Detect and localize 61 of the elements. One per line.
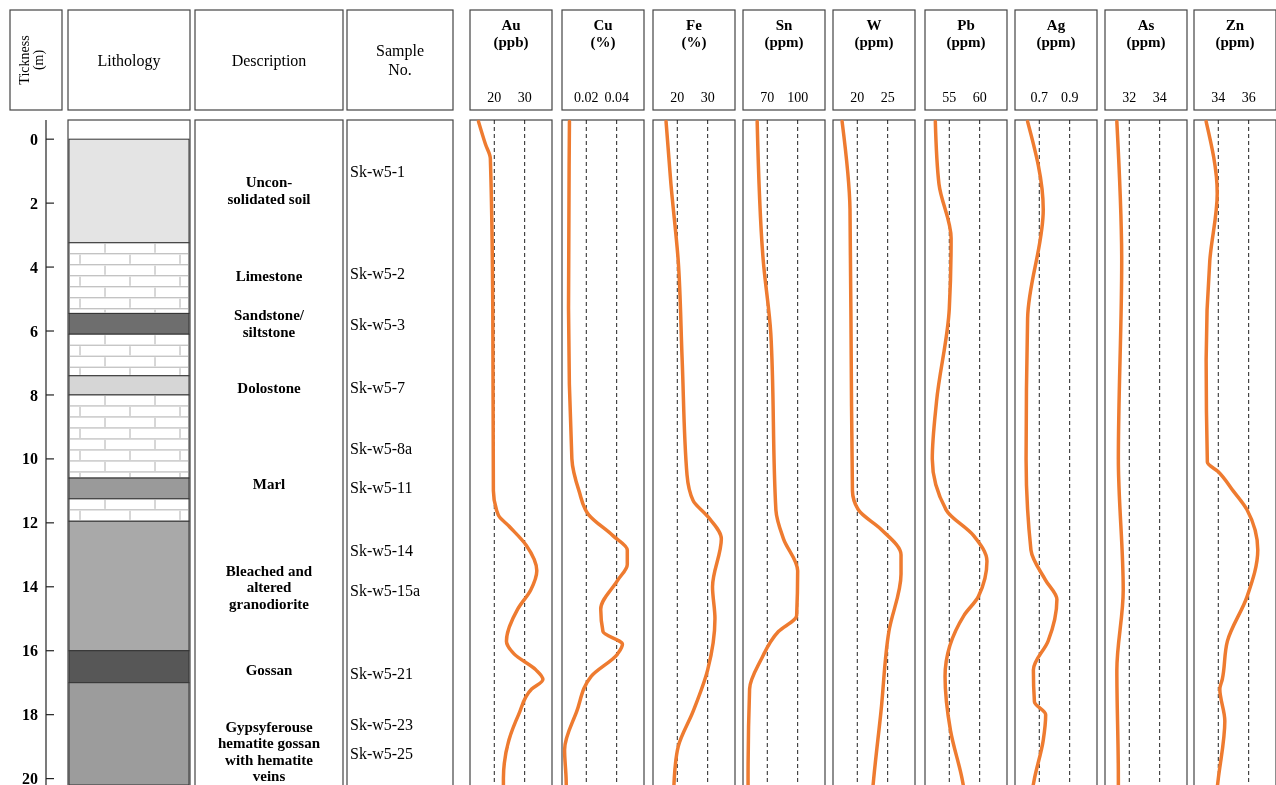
annotation: Bleached and altered granodiorite bbox=[225, 562, 313, 612]
annotation: Gypsyferouse hematite gossan with hematite veins bbox=[217, 718, 321, 784]
x-tick-label: 30 bbox=[700, 90, 715, 105]
chart-title: As (ppm) bbox=[1126, 17, 1166, 51]
y-tick-label: 10 bbox=[22, 450, 38, 468]
annotation: Gossan bbox=[245, 662, 293, 679]
chart-title: Sn (ppm) bbox=[764, 17, 804, 51]
chart-title: Cu (%) bbox=[590, 17, 616, 51]
annotation: Sk-w5-14 bbox=[350, 541, 414, 559]
y-tick-label: 18 bbox=[22, 706, 38, 724]
x-tick-label: 20 bbox=[670, 90, 685, 105]
y-tick-label: 20 bbox=[22, 770, 38, 785]
x-tick-label: 20 bbox=[487, 90, 502, 105]
chart-title: Au (ppb) bbox=[493, 17, 529, 51]
annotation: Sk-w5-25 bbox=[350, 744, 414, 762]
x-tick-label: 0.02 bbox=[574, 90, 599, 105]
y-tick-label: 12 bbox=[22, 514, 38, 532]
x-tick-label: 0.7 bbox=[1030, 90, 1049, 105]
annotation: Sk-w5-23 bbox=[350, 715, 414, 733]
annotation: Sandstone/ siltstone bbox=[233, 307, 305, 340]
chart-title: Fe (%) bbox=[681, 17, 707, 51]
annotation: Sk-w5-7 bbox=[350, 378, 406, 396]
x-tick-label: 60 bbox=[972, 90, 987, 105]
x-tick-label: Lithology bbox=[97, 51, 161, 70]
x-tick-label: 100 bbox=[787, 90, 809, 105]
annotation: Dolostone bbox=[237, 380, 301, 397]
annotation: Uncon- solidated soil bbox=[227, 174, 311, 207]
chart-title: Pb (ppm) bbox=[946, 17, 986, 51]
annotation: Sk-w5-3 bbox=[350, 315, 406, 333]
y-axis-title: Tickness (m) bbox=[17, 35, 47, 85]
y-tick-label: 4 bbox=[30, 258, 38, 276]
x-tick-label: 36 bbox=[1241, 90, 1256, 105]
chart-title: W (ppm) bbox=[854, 17, 894, 51]
x-tick-label: 25 bbox=[880, 90, 895, 105]
y-tick-label: 6 bbox=[30, 322, 38, 340]
annotation: Limestone bbox=[235, 268, 303, 285]
y-tick-label: 8 bbox=[30, 386, 38, 404]
y-tick-label: 16 bbox=[22, 642, 38, 660]
annotation: Marl bbox=[252, 476, 286, 493]
x-tick-label: 32 bbox=[1122, 90, 1137, 105]
x-tick-label: 20 bbox=[850, 90, 865, 105]
annotation: Sk-w5-15a bbox=[350, 581, 421, 599]
x-tick-label: 55 bbox=[942, 90, 957, 105]
x-tick-label: 34 bbox=[1152, 90, 1167, 105]
x-tick-label: 0.9 bbox=[1060, 90, 1079, 105]
x-tick-label: Sample No. bbox=[376, 42, 424, 79]
y-tick-label: 0 bbox=[30, 130, 38, 148]
annotation: Sk-w5-1 bbox=[350, 162, 406, 180]
x-tick-label: Description bbox=[231, 51, 307, 70]
annotation: Sk-w5-2 bbox=[350, 264, 406, 282]
y-tick-label: 2 bbox=[30, 194, 38, 212]
annotation: Sk-w5-21 bbox=[350, 664, 414, 682]
chart-title: Ag (ppm) bbox=[1036, 17, 1076, 51]
x-tick-label: 0.04 bbox=[604, 90, 629, 105]
annotation: Sk-w5-8a bbox=[350, 439, 413, 457]
x-tick-label: 34 bbox=[1211, 90, 1226, 105]
chart-title: Zn (ppm) bbox=[1215, 17, 1255, 51]
y-tick-label: 14 bbox=[22, 578, 38, 596]
x-tick-label: 30 bbox=[517, 90, 532, 105]
x-tick-label: 70 bbox=[760, 90, 775, 105]
annotation: Sk-w5-11 bbox=[350, 478, 413, 496]
